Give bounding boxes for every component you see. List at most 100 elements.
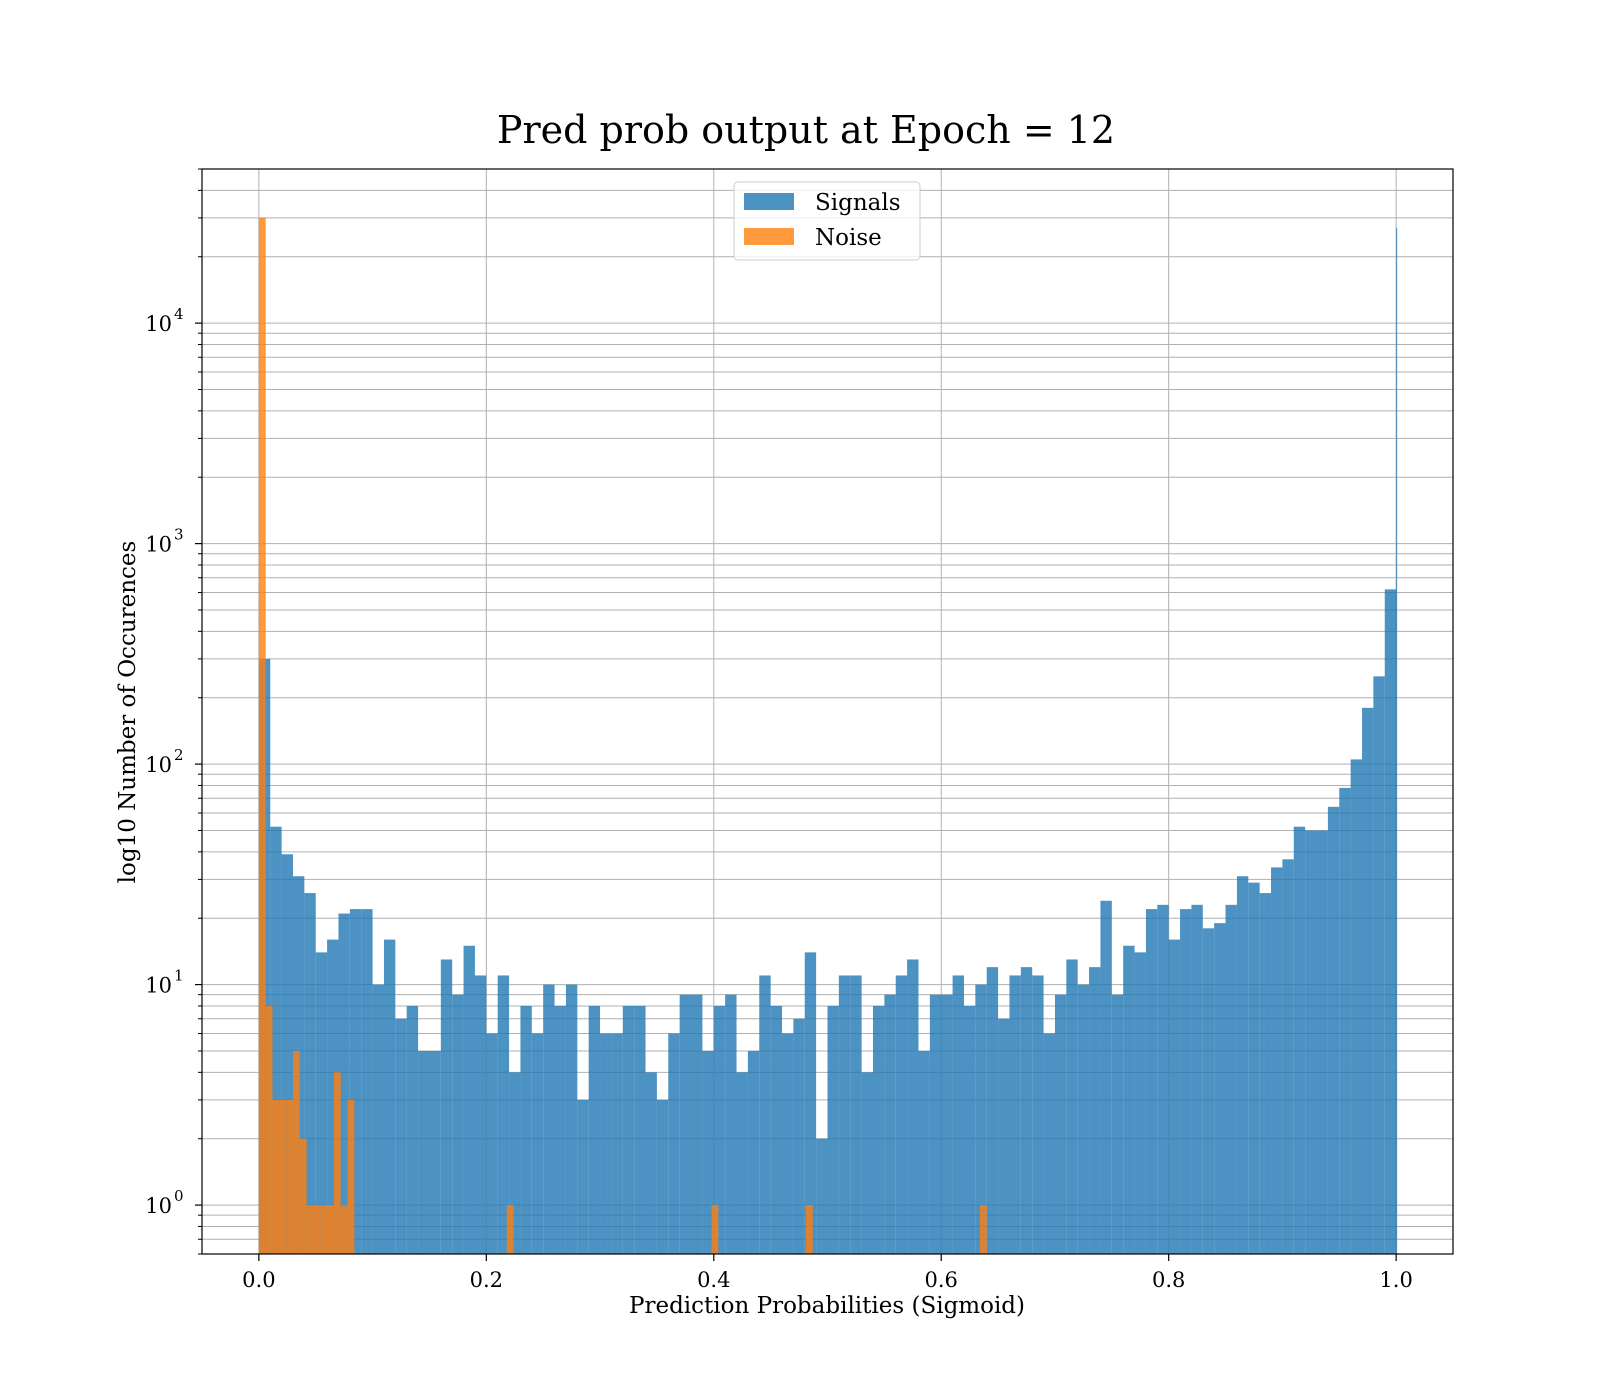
signals-bar (827, 1005, 839, 1254)
signals-bar (622, 1005, 635, 1254)
signals-bar (941, 994, 953, 1254)
signals-bar (1202, 928, 1215, 1254)
legend-label-noise: Noise (815, 225, 882, 251)
chart-title: Pred prob output at Epoch = 12 (497, 108, 1115, 152)
signals-bar (406, 1005, 419, 1254)
signals-bar (497, 975, 510, 1254)
signals-bar (486, 1033, 498, 1254)
signals-bar (872, 1005, 885, 1254)
signals-bar (679, 994, 692, 1254)
signals-bar (395, 1018, 407, 1254)
noise-bars (258, 217, 987, 1255)
signals-bar (793, 1018, 805, 1254)
signals-bar (634, 1005, 646, 1254)
signals-bar (554, 1005, 566, 1254)
noise-bar (711, 1205, 719, 1254)
y-tick-label: 10 (145, 1194, 172, 1218)
signals-bar (1168, 939, 1181, 1254)
y-tick-exponent: 0 (174, 1187, 184, 1205)
signals-bar (1100, 900, 1112, 1254)
noise-bar (347, 1099, 355, 1254)
signals-bar (736, 1072, 748, 1254)
legend-swatch-signals (744, 193, 794, 210)
signals-bar (1271, 867, 1283, 1254)
signals-bar (1396, 228, 1398, 1254)
x-tick-label: 0.2 (470, 1268, 503, 1292)
signals-bar (281, 854, 293, 1254)
signals-bar (1134, 952, 1146, 1254)
signals-bar (725, 994, 737, 1254)
signals-bar (907, 959, 919, 1254)
signals-bar (418, 1050, 430, 1254)
signals-bar (1032, 975, 1044, 1254)
signals-bar (361, 909, 373, 1254)
y-tick-label: 10 (145, 974, 172, 998)
signals-bar (429, 1050, 441, 1254)
x-axis-label: Prediction Probabilities (Sigmoid) (629, 1293, 1025, 1319)
signals-bar (850, 975, 862, 1254)
signals-bar (713, 1005, 726, 1254)
noise-bar (286, 1099, 293, 1254)
signals-bar (1054, 994, 1067, 1254)
signals-bar (1214, 923, 1226, 1254)
noise-bar (306, 1205, 314, 1254)
signals-bar (668, 1033, 680, 1254)
signals-bar (952, 975, 964, 1254)
x-tick-label: 0.0 (242, 1268, 275, 1292)
x-tick-label: 0.6 (925, 1268, 958, 1292)
signals-bars (258, 228, 1398, 1254)
signals-bar (327, 939, 339, 1254)
x-tick-label: 0.4 (697, 1268, 730, 1292)
signals-bar (463, 945, 475, 1254)
noise-bar (258, 217, 266, 1255)
signals-bar (1145, 909, 1158, 1254)
noise-bar (272, 1099, 280, 1254)
signals-bar (1362, 707, 1374, 1254)
signals-bar (702, 1050, 714, 1254)
signals-bar (338, 913, 350, 1254)
signals-bar (975, 984, 987, 1254)
signals-bar (782, 1033, 794, 1254)
y-tick-exponent: 4 (174, 305, 184, 323)
signals-bar (963, 1005, 976, 1254)
signals-bar (918, 1050, 930, 1254)
signals-bar (1180, 909, 1192, 1254)
signals-bar (349, 909, 362, 1254)
noise-bar (320, 1205, 328, 1254)
signals-bar (509, 1072, 521, 1254)
signals-bar (577, 1099, 589, 1254)
signals-bar (372, 984, 384, 1254)
signals-bar (884, 994, 896, 1254)
noise-bar (506, 1205, 514, 1254)
signals-bar (1089, 967, 1101, 1254)
y-tick-label: 10 (145, 753, 172, 777)
signals-bar (1305, 830, 1317, 1254)
signals-bar (1123, 945, 1135, 1254)
signals-bar (1236, 876, 1249, 1254)
signals-bar (1373, 676, 1385, 1254)
signals-bar (1225, 904, 1237, 1254)
signals-bar (895, 975, 908, 1254)
signals-bar (1066, 959, 1078, 1254)
signals-bar (565, 984, 578, 1254)
noise-bar (805, 1205, 813, 1254)
signals-bar (656, 1099, 669, 1254)
legend-label-signals: Signals (815, 190, 901, 216)
signals-bar (1293, 826, 1306, 1254)
signals-bar (986, 967, 999, 1254)
signals-bar (543, 984, 555, 1254)
signals-bar (1316, 830, 1328, 1254)
noise-bar (292, 1050, 300, 1254)
y-tick-exponent: 3 (174, 526, 184, 544)
signals-bar (440, 959, 453, 1254)
signals-bar (1248, 882, 1260, 1254)
y-tick-label: 10 (145, 533, 172, 557)
signals-bar (1339, 787, 1351, 1254)
signals-bar (804, 952, 817, 1254)
signals-bar (452, 994, 464, 1254)
signals-bar (861, 1072, 873, 1254)
signals-bar (1384, 589, 1397, 1254)
signals-bar (929, 994, 942, 1254)
